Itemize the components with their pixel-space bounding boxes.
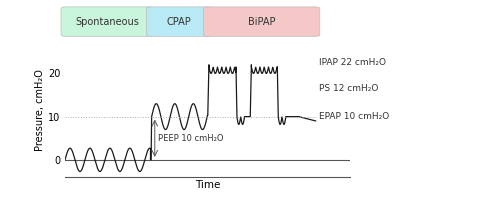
- X-axis label: Time: Time: [195, 180, 220, 190]
- Text: Spontaneous: Spontaneous: [76, 17, 140, 27]
- Y-axis label: Pressure, cmH₂O: Pressure, cmH₂O: [35, 69, 45, 151]
- Text: EPAP 10 cmH₂O: EPAP 10 cmH₂O: [318, 112, 389, 121]
- Text: PEEP 10 cmH₂O: PEEP 10 cmH₂O: [158, 134, 223, 143]
- Text: BiPAP: BiPAP: [248, 17, 276, 27]
- Text: CPAP: CPAP: [166, 17, 192, 27]
- Text: IPAP 22 cmH₂O: IPAP 22 cmH₂O: [318, 58, 386, 67]
- Text: PS 12 cmH₂O: PS 12 cmH₂O: [318, 84, 378, 93]
